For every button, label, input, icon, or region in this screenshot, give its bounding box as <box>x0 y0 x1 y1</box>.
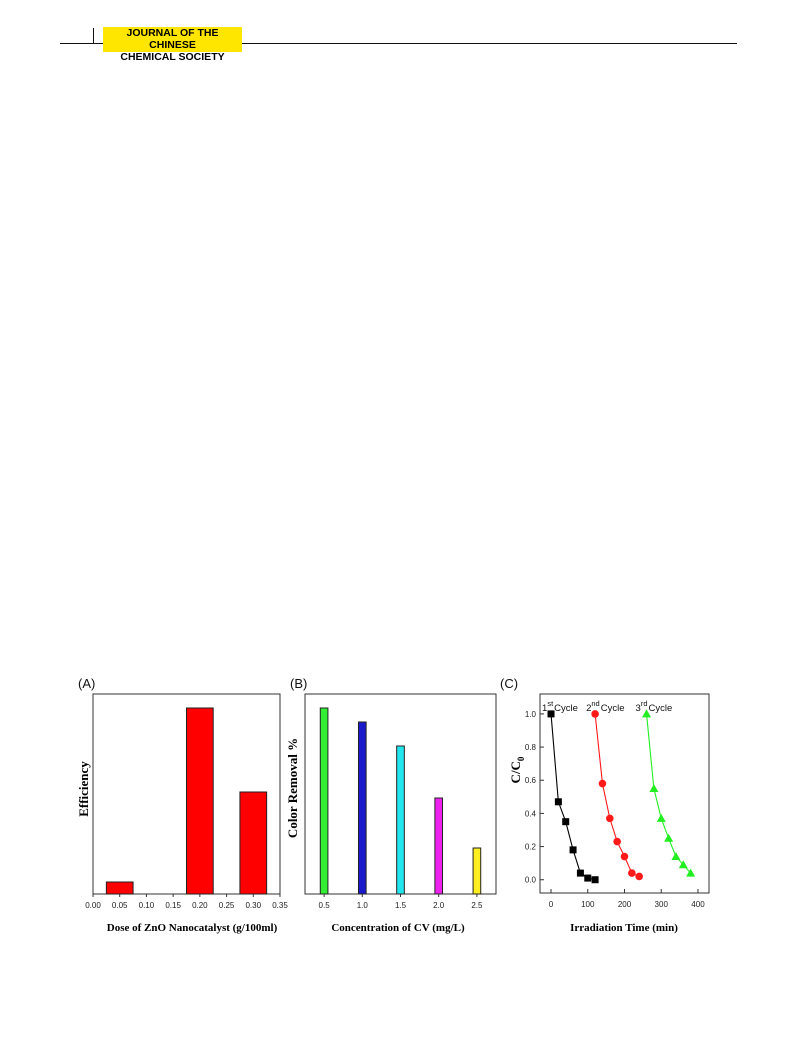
chart-a-bar <box>239 791 268 895</box>
chart-b-bar <box>472 847 482 895</box>
chart-c-point <box>635 872 643 881</box>
chart-a-x-tick-label: 0.20 <box>192 901 208 910</box>
journal-title-badge: JOURNAL OF THE CHINESE CHEMICAL SOCIETY <box>103 27 242 63</box>
panel-label-c: (C) <box>500 676 519 691</box>
chart-c-point <box>554 798 562 806</box>
panel-label-b: (B) <box>290 676 308 691</box>
chart-c-cycle-label: 3rdCycle <box>636 699 673 714</box>
panel-label-a: (A) <box>78 676 96 691</box>
chart-c-y-tick-label: 0.4 <box>525 809 537 818</box>
chart-b-bars <box>319 707 482 895</box>
chart-c-point <box>562 818 570 826</box>
chart-c-x-tick-label: 100 <box>581 900 595 909</box>
chart-c-x-tick-label: 400 <box>691 900 705 909</box>
chart-c-y-tick-label: 0.2 <box>525 843 537 852</box>
chart-c-y-axis-label-sub: 0 <box>516 756 526 761</box>
chart-c-point <box>671 852 681 861</box>
chart-c-point <box>620 852 629 861</box>
chart-b: 0.5 1.0 1.5 2.0 2.5 Concentration of CV (mg/… <box>285 693 497 934</box>
chart-c-point <box>598 779 607 788</box>
chart-c-point <box>649 784 659 793</box>
header-rule <box>60 43 737 44</box>
chart-b-y-axis-label: Color Removal % <box>285 738 300 838</box>
chart-a-x-tick-label: 0.00 <box>85 901 101 910</box>
chart-a-x-tick-label: 0.30 <box>245 901 261 910</box>
chart-a-x-ticks: 0.00 0.05 0.10 0.15 0.20 0.25 0.30 0.35 <box>85 894 288 910</box>
chart-c-point <box>584 874 592 882</box>
chart-c-y-tick-label: 0.0 <box>525 876 537 885</box>
chart-c-point <box>628 869 636 877</box>
chart-c: 0 100 200 300 400 0.0 0.2 0.4 0.6 0.8 1.0 1stCycle… <box>508 693 710 934</box>
chart-a-x-axis-label: Dose of ZnO Nanocatalyst (g/100ml) <box>107 922 278 934</box>
chart-a-x-tick-label: 0.15 <box>165 901 181 910</box>
chart-c-point <box>547 710 555 718</box>
chart-c-point <box>591 876 599 884</box>
chart-c-y-tick-label: 1.0 <box>525 710 537 719</box>
chart-b-bar <box>319 707 329 895</box>
chart-a-y-axis-label: Efficiency <box>76 761 91 817</box>
chart-c-point <box>613 837 621 846</box>
chart-c-cycle-labels: 1stCycle 2ndCycle 3rdCycle <box>542 699 672 714</box>
chart-c-point <box>606 814 614 823</box>
header-tick-mark <box>93 28 94 44</box>
chart-a: 0.00 0.05 0.10 0.15 0.20 0.25 0.30 0.35 Dose of… <box>76 693 288 934</box>
chart-a-x-tick-label: 0.10 <box>139 901 155 910</box>
chart-c-point <box>576 869 584 877</box>
chart-b-x-tick-label: 0.5 <box>319 901 331 910</box>
chart-c-y-tick-label: 0.6 <box>525 776 537 785</box>
chart-c-point <box>569 846 577 854</box>
chart-a-bars <box>105 707 268 895</box>
chart-c-y-axis-label-group: C/C0 <box>508 756 526 783</box>
chart-c-point <box>591 710 599 718</box>
chart-b-x-tick-label: 2.5 <box>471 901 483 910</box>
chart-c-x-tick-label: 0 <box>549 900 554 909</box>
chart-a-bar <box>105 881 134 895</box>
chart-b-bar <box>396 745 405 895</box>
chart-c-series-line <box>645 713 692 874</box>
chart-b-x-axis-label: Concentration of CV (mg/L) <box>331 922 465 934</box>
journal-title-line1: JOURNAL OF THE CHINESE <box>126 27 219 51</box>
chart-c-point <box>686 868 696 877</box>
chart-c-point <box>678 860 688 869</box>
chart-c-x-axis-label: Irradiation Time (min) <box>570 922 678 934</box>
chart-c-series-line <box>550 713 596 881</box>
chart-a-x-tick-label: 0.35 <box>272 901 288 910</box>
chart-b-x-tick-label: 2.0 <box>433 901 445 910</box>
chart-a-x-tick-label: 0.05 <box>112 901 128 910</box>
chart-c-y-axis-label-main: C/C <box>508 761 523 783</box>
chart-a-x-tick-label: 0.25 <box>219 901 235 910</box>
chart-c-series-line <box>594 713 640 877</box>
chart-c-x-tick-label: 200 <box>618 900 632 909</box>
journal-title-line2: CHEMICAL SOCIETY <box>120 51 225 63</box>
chart-c-x-tick-label: 300 <box>655 900 669 909</box>
chart-c-point <box>664 833 674 842</box>
chart-b-bar <box>357 721 367 895</box>
chart-c-y-tick-label: 0.8 <box>525 743 537 752</box>
chart-c-cycle-label: 1stCycle <box>542 699 578 714</box>
chart-c-point <box>656 813 666 822</box>
chart-b-bar <box>434 797 444 895</box>
chart-c-point <box>642 709 652 718</box>
chart-b-x-tick-label: 1.5 <box>395 901 407 910</box>
chart-a-bar <box>186 707 214 895</box>
chart-b-x-ticks: 0.5 1.0 1.5 2.0 2.5 <box>319 894 483 910</box>
chart-c-y-axis-label: C/C0 <box>508 756 526 783</box>
chart-c-cycle-label: 2ndCycle <box>586 699 624 714</box>
chart-b-x-tick-label: 1.0 <box>357 901 369 910</box>
chart-c-series <box>547 709 696 884</box>
chart-c-ticks: 0 100 200 300 400 0.0 0.2 0.4 0.6 0.8 1.0 <box>525 710 705 909</box>
